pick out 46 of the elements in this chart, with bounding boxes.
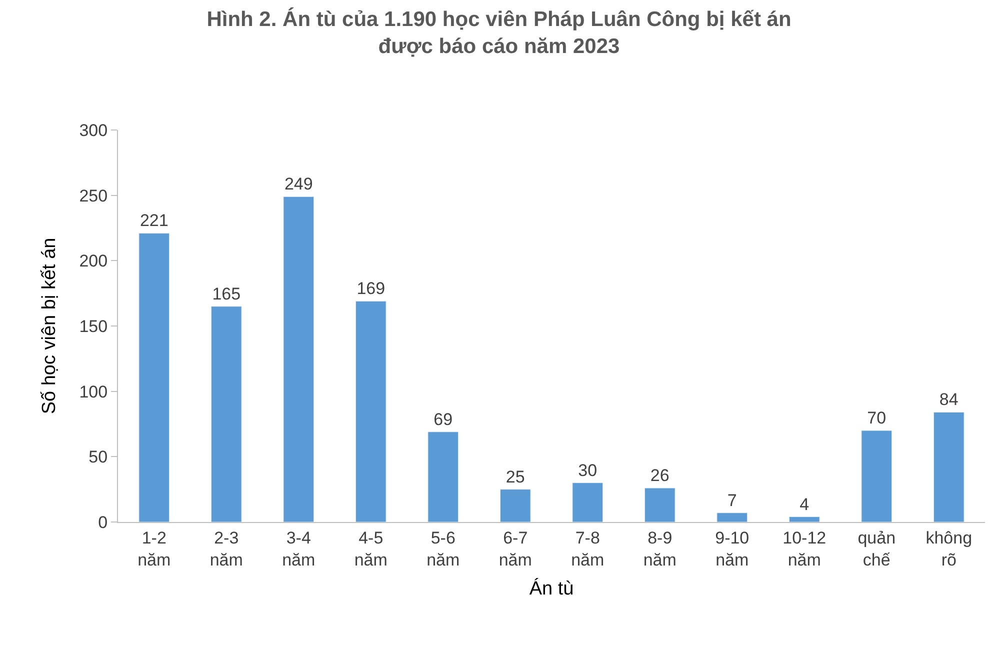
bar bbox=[644, 488, 676, 522]
y-tick-label: 150 bbox=[79, 316, 108, 336]
data-label: 25 bbox=[506, 467, 525, 486]
chart-title: Hình 2. Án tù của 1.190 học viên Pháp Luân Công bị kết án được báo cáo năm 2023 bbox=[206, 6, 792, 58]
x-tick-label: 3-4 năm bbox=[282, 528, 316, 570]
data-label: 4 bbox=[800, 494, 810, 514]
bar bbox=[355, 300, 386, 522]
y-tick-label: 200 bbox=[79, 252, 108, 271]
x-tick-label: 1-2 năm bbox=[138, 528, 171, 570]
y-tick-label: 300 bbox=[79, 120, 108, 140]
x-axis-title: Án tù bbox=[529, 577, 574, 600]
data-label: 69 bbox=[434, 410, 453, 429]
x-tick-label: 9-10 năm bbox=[715, 528, 750, 570]
data-label: 165 bbox=[212, 284, 241, 304]
x-tick-label: 5-6 năm bbox=[426, 528, 460, 570]
data-label: 84 bbox=[939, 390, 958, 410]
y-tick-label: 50 bbox=[88, 448, 108, 467]
x-tick-label: 7-8 năm bbox=[571, 528, 604, 570]
bar bbox=[500, 489, 531, 522]
bar bbox=[861, 430, 892, 522]
data-label: 249 bbox=[284, 174, 313, 194]
y-tick-label: 250 bbox=[79, 186, 108, 206]
data-label: 70 bbox=[867, 408, 886, 428]
x-tick-label: quản chế bbox=[858, 528, 896, 570]
y-tick-label: 0 bbox=[98, 512, 108, 532]
bar bbox=[933, 412, 964, 522]
data-label: 30 bbox=[578, 460, 598, 480]
bar bbox=[572, 482, 604, 522]
x-tick-label: 2-3 năm bbox=[210, 528, 243, 570]
y-tick-label: 100 bbox=[79, 382, 108, 402]
x-tick-label: 8-9 năm bbox=[643, 528, 676, 570]
bar bbox=[716, 512, 748, 522]
bar bbox=[428, 432, 459, 522]
bar bbox=[210, 306, 242, 522]
x-tick-label: 4-5 năm bbox=[354, 528, 388, 570]
x-tick-label: 10-12 năm bbox=[782, 528, 826, 570]
bar bbox=[788, 516, 820, 522]
bar bbox=[283, 196, 314, 522]
data-label: 221 bbox=[140, 211, 168, 230]
data-label: 26 bbox=[650, 466, 670, 486]
x-tick-label: 6-7 năm bbox=[498, 528, 532, 570]
bar bbox=[138, 232, 170, 522]
data-label: 7 bbox=[727, 490, 737, 510]
y-axis-title: Số học viên bị kết án bbox=[39, 238, 60, 414]
x-tick-label: không rõ bbox=[926, 528, 972, 570]
data-label: 169 bbox=[356, 279, 386, 298]
